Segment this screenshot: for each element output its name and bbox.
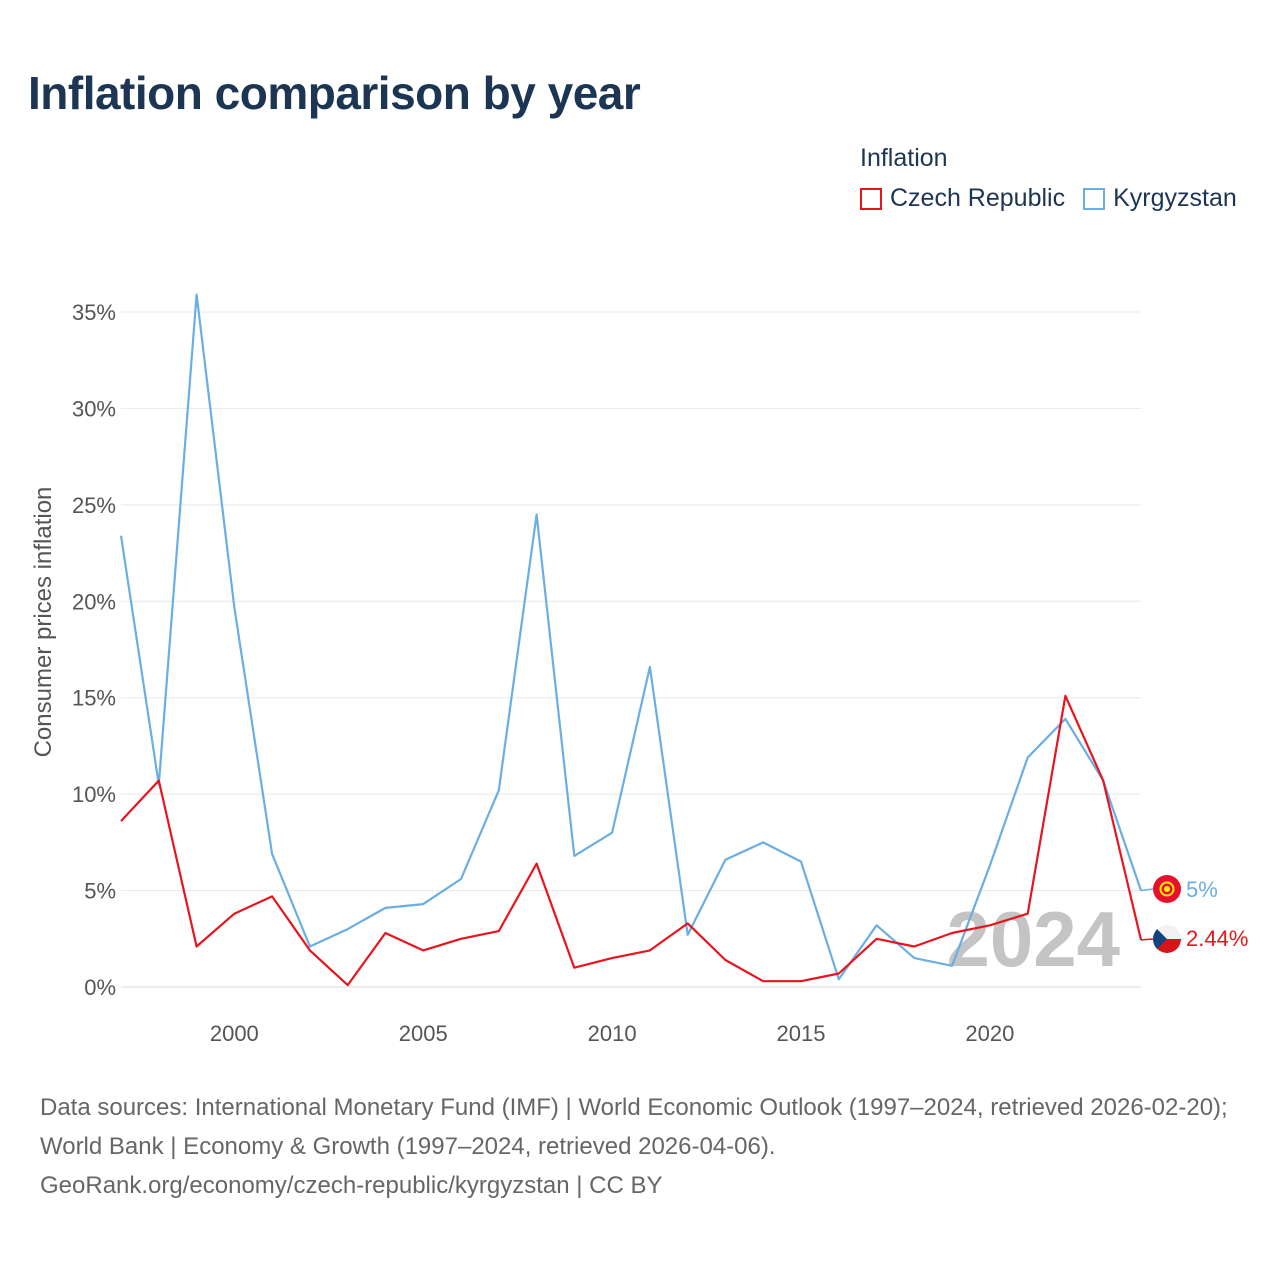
x-tick-label: 2005 <box>399 1021 448 1046</box>
y-tick-label: 20% <box>72 589 116 614</box>
footer: Data sources: International Monetary Fun… <box>40 1088 1250 1205</box>
series-lines <box>119 293 1154 987</box>
x-tick-label: 2010 <box>588 1021 637 1046</box>
x-tick-label: 2020 <box>965 1021 1014 1046</box>
data-sources: Data sources: International Monetary Fun… <box>40 1094 1228 1160</box>
y-tick-label: 0% <box>84 975 116 1000</box>
legend-label-czech-republic: Czech Republic <box>890 184 1066 212</box>
y-tick-label: 5% <box>84 879 116 904</box>
year-watermark: 2024 <box>946 895 1120 983</box>
x-tick-labels: 2000 2005 2010 2015 2020 <box>210 1021 1015 1046</box>
y-tick-label: 15% <box>72 686 116 711</box>
end-label-kyrgyzstan: 5% <box>1186 877 1218 902</box>
source-link[interactable]: GeoRank.org/economy/czech-republic/kyrgy… <box>40 1172 663 1199</box>
czech-republic-flag-icon <box>1153 925 1181 953</box>
x-tick-label: 2000 <box>210 1021 259 1046</box>
end-label-czech-republic: 2.44% <box>1186 926 1248 951</box>
y-tick-labels: 0% 5% 10% 15% 20% 25% 30% 35% <box>72 300 116 1000</box>
chart-title: Inflation comparison by year <box>28 67 641 119</box>
legend-label-kyrgyzstan: Kyrgyzstan <box>1113 184 1237 212</box>
series-line-czech-republic[interactable] <box>120 694 1143 987</box>
end-connector-czech-republic <box>1140 938 1154 941</box>
legend-title: Inflation <box>860 144 948 172</box>
end-markers: 5% 2.44% <box>1153 875 1248 953</box>
y-tick-label: 35% <box>72 300 116 325</box>
legend-item-kyrgyzstan[interactable]: Kyrgyzstan <box>1083 184 1237 213</box>
series-line-kyrgyzstan[interactable] <box>119 293 1143 981</box>
legend-swatch-kyrgyzstan <box>1083 187 1106 210</box>
x-tick-label: 2015 <box>777 1021 826 1046</box>
legend-swatch-czech-republic <box>860 187 882 210</box>
legend: Czech Republic Kyrgyzstan <box>860 184 1255 213</box>
gridlines <box>121 311 1141 988</box>
y-tick-label: 25% <box>72 493 116 518</box>
legend-item-czech-republic[interactable]: Czech Republic <box>860 184 1065 213</box>
end-connector-kyrgyzstan <box>1140 888 1154 892</box>
y-tick-label: 30% <box>72 396 116 421</box>
kyrgyzstan-flag-icon <box>1153 875 1181 903</box>
y-tick-label: 10% <box>72 782 116 807</box>
